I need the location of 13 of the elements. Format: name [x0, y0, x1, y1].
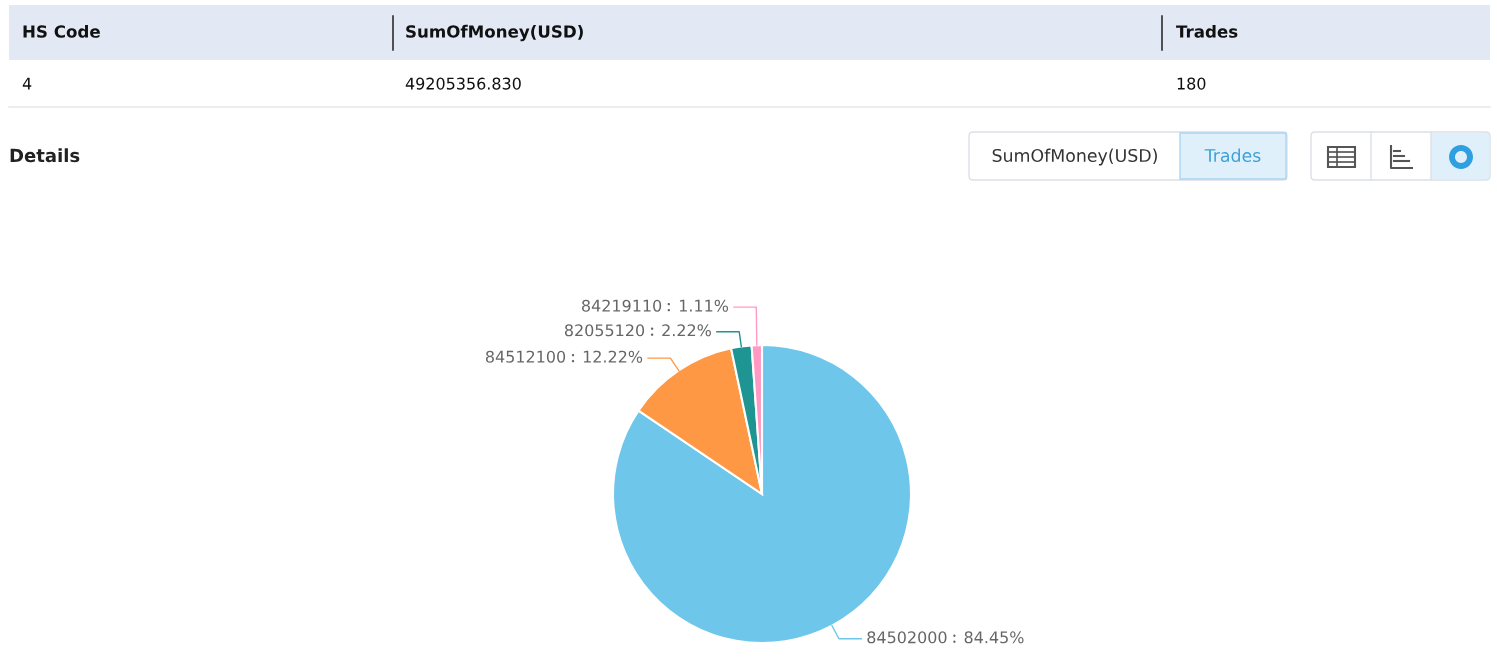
text: SumOfMoney(USD): [992, 148, 1157, 166]
text: 180: [1177, 77, 1206, 90]
slice-label: 84502000 84.45%: [867, 631, 1024, 644]
text: Trades: [1204, 148, 1261, 163]
slice-label: 84219110 1.11%: [582, 299, 729, 312]
text: 4: [22, 77, 32, 90]
text: Trades: [1176, 24, 1238, 38]
text: Details: [10, 148, 80, 163]
text: SumOfMoney(USD): [406, 24, 583, 42]
slice-label: 82055120 2.22%: [564, 324, 711, 337]
text: HS Code: [23, 24, 100, 38]
slice-label: 84512100 12.22%: [485, 350, 643, 363]
text: 49205356.830: [405, 77, 521, 90]
